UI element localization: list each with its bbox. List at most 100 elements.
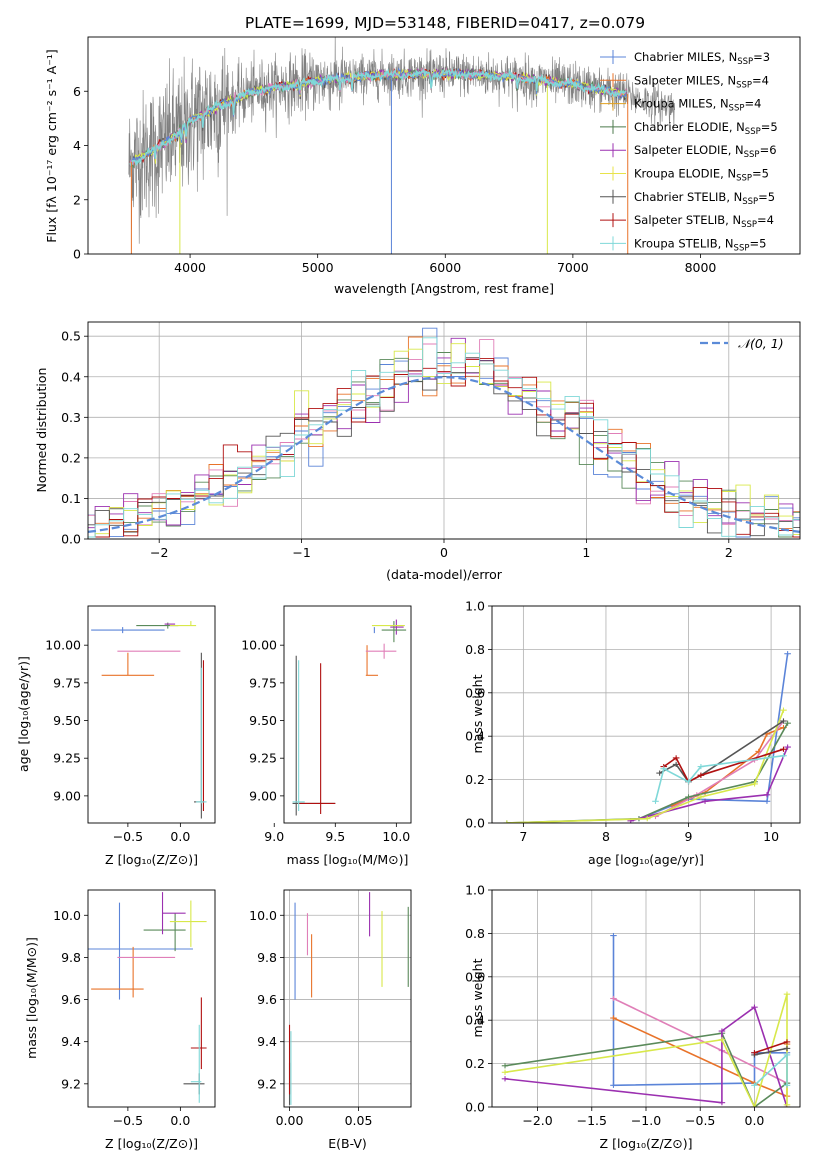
y-tick-label: 0.2: [465, 772, 485, 787]
x-tick-label: 8: [602, 829, 610, 844]
y-tick-label: 0: [73, 247, 81, 262]
y-tick-label: 9.4: [61, 1034, 81, 1049]
y-tick-label: 6: [73, 84, 81, 99]
legend-label-tail: =3: [753, 50, 770, 64]
massweight-line: [659, 720, 784, 783]
axes-frame: [87, 36, 801, 255]
x-tick-label: 0.0: [745, 1113, 765, 1128]
massweight-line: [754, 1047, 788, 1056]
legend-label-text: Chabrier ELODIE, N: [634, 120, 745, 134]
legend-label-sub: SSP: [741, 220, 757, 230]
y-tick-label: 9.75: [249, 675, 277, 690]
y-tick-label: 9.00: [249, 788, 277, 803]
y-tick-label: 10.0: [249, 908, 277, 923]
x-tick-label: 8000: [685, 260, 717, 275]
x-tick-label: −2.0: [522, 1113, 552, 1128]
legend-label-text: Salpeter MILES, N: [634, 73, 736, 87]
y-axis-label: mass weight: [470, 674, 485, 753]
axes-frame: [491, 605, 801, 824]
massweight-vs-metallicity-panel: −2.0 −1.5 −1.0 −0.5 0.0 0.0 0.2 0.4 0.6 0.8 1.0 Z […: [465, 883, 801, 1151]
residual-histogram: [88, 337, 800, 529]
y-tick-label: 9.75: [53, 675, 81, 690]
y-tick-label: 9.8: [61, 950, 81, 965]
x-tick-label: 9.0: [264, 829, 284, 844]
residuals-panel: −2 −1 0 1 2 0.0 0.1 0.2 0.3 0.4 0.5 𝒩(0, 1) (data-mo…: [34, 321, 801, 582]
y-tick-label: 9.6: [61, 992, 81, 1007]
residual-histogram: [88, 343, 800, 538]
legend-label-tail: =5: [749, 236, 766, 250]
age-vs-metallicity-panel: −0.5 0.0 9.00 9.25 9.50 9.75 10.00 Z [log₁₀(Z/Z…: [16, 605, 216, 867]
x-tick-label: −1: [292, 545, 310, 560]
x-tick-label: −0.5: [113, 829, 143, 844]
massweight-line: [506, 722, 789, 823]
legend-label-text: Chabrier STELIB, N: [634, 190, 742, 204]
x-tick-label: 0.05: [345, 1113, 373, 1128]
residual-histogram: [88, 336, 800, 538]
legend-label-text: Chabrier MILES, N: [634, 50, 737, 64]
y-tick-label: 0.4: [465, 729, 485, 744]
x-tick-label: 6000: [429, 260, 461, 275]
x-axis-label: age [log₁₀(age/yr)]: [588, 852, 704, 867]
y-axis-label: age [log₁₀(age/yr)]: [16, 656, 31, 772]
x-tick-label: 7: [519, 829, 527, 844]
y-tick-label: 9.8: [257, 950, 277, 965]
x-tick-label: −2: [150, 545, 168, 560]
y-tick-label: 0.0: [465, 816, 485, 831]
y-tick-label: 9.50: [249, 713, 277, 728]
y-tick-label: 2: [73, 192, 81, 207]
x-tick-label: 2: [725, 545, 733, 560]
age-vs-mass-panel: 9.0 9.5 10.0 9.00 9.25 9.50 9.75 10.00 mass [log…: [241, 605, 412, 867]
y-tick-label: 0.0: [465, 1100, 485, 1115]
legend-label: Salpeter STELIB, NSSP=4: [634, 213, 774, 230]
spectrum-panel: 4000 5000 6000 7000 8000 0 2 4 6 Chabrier MILES, …: [44, 36, 801, 296]
massweight-line: [663, 748, 784, 783]
model-spectrum: [129, 68, 627, 167]
legend-label-sub: SSP: [742, 197, 758, 207]
y-tick-label: 4: [73, 138, 81, 153]
y-tick-label: 0.5: [61, 329, 81, 344]
legend-label-tail: =5: [761, 120, 778, 134]
legend-label-sub: SSP: [737, 57, 753, 67]
y-tick-label: 9.25: [53, 751, 81, 766]
massweight-vs-age-panel: 7 8 9 10 0.0 0.2 0.4 0.6 0.8 1.0 age [log₁₀(age/yr…: [465, 599, 801, 867]
x-tick-label: 9.5: [325, 829, 345, 844]
x-tick-label: 7000: [557, 260, 589, 275]
y-axis-label: Normed distribution: [34, 368, 49, 493]
legend-label: Kroupa MILES, NSSP=4: [634, 97, 761, 114]
y-tick-label: 0.2: [61, 450, 81, 465]
x-tick-label: 9: [685, 829, 693, 844]
legend-label-tail: =4: [752, 73, 769, 87]
x-axis-label: Z [log₁₀(Z/Z⊙)]: [105, 1136, 198, 1151]
legend-label: Kroupa ELODIE, NSSP=5: [634, 167, 769, 184]
plot-area: [128, 37, 675, 254]
y-tick-label: 0.0: [61, 532, 81, 547]
legend-label: Kroupa STELIB, NSSP=5: [634, 236, 766, 253]
legend-label-sub: SSP: [734, 243, 750, 253]
axes-frame: [87, 889, 216, 1108]
axes-frame: [283, 889, 412, 1108]
residual-histogram: [88, 327, 800, 538]
x-tick-label: 5000: [302, 260, 334, 275]
x-axis-label: E(B-V): [328, 1136, 367, 1151]
legend-label-tail: =6: [760, 143, 777, 157]
legend-label-tail: =5: [752, 167, 769, 181]
legend-label: Chabrier ELODIE, NSSP=5: [634, 120, 778, 137]
legend-label-tail: =5: [758, 190, 775, 204]
legend-label-text: Kroupa ELODIE, N: [634, 167, 736, 181]
y-tick-label: 10.00: [241, 638, 277, 653]
legend-label-text: Kroupa MILES, N: [634, 97, 729, 111]
massweight-line: [506, 709, 785, 823]
x-axis-label: wavelength [Angstrom, rest frame]: [334, 281, 554, 296]
axes-frame: [491, 889, 801, 1108]
plot-area: [503, 651, 791, 823]
legend-label-sub: SSP: [729, 104, 745, 114]
y-tick-label: 9.4: [257, 1034, 277, 1049]
mass-vs-metallicity-panel: −0.5 0.0 9.2 9.4 9.6 9.8 10.0 Z [log₁₀(Z/Z⊙)] ma…: [24, 889, 216, 1151]
y-tick-label: 9.2: [257, 1076, 277, 1091]
legend-label-sub: SSP: [736, 174, 752, 184]
axes-frame: [87, 321, 801, 540]
legend-label-text: Kroupa STELIB, N: [634, 236, 734, 250]
y-tick-label: 9.25: [249, 751, 277, 766]
normal-pdf-curve: [88, 376, 800, 533]
